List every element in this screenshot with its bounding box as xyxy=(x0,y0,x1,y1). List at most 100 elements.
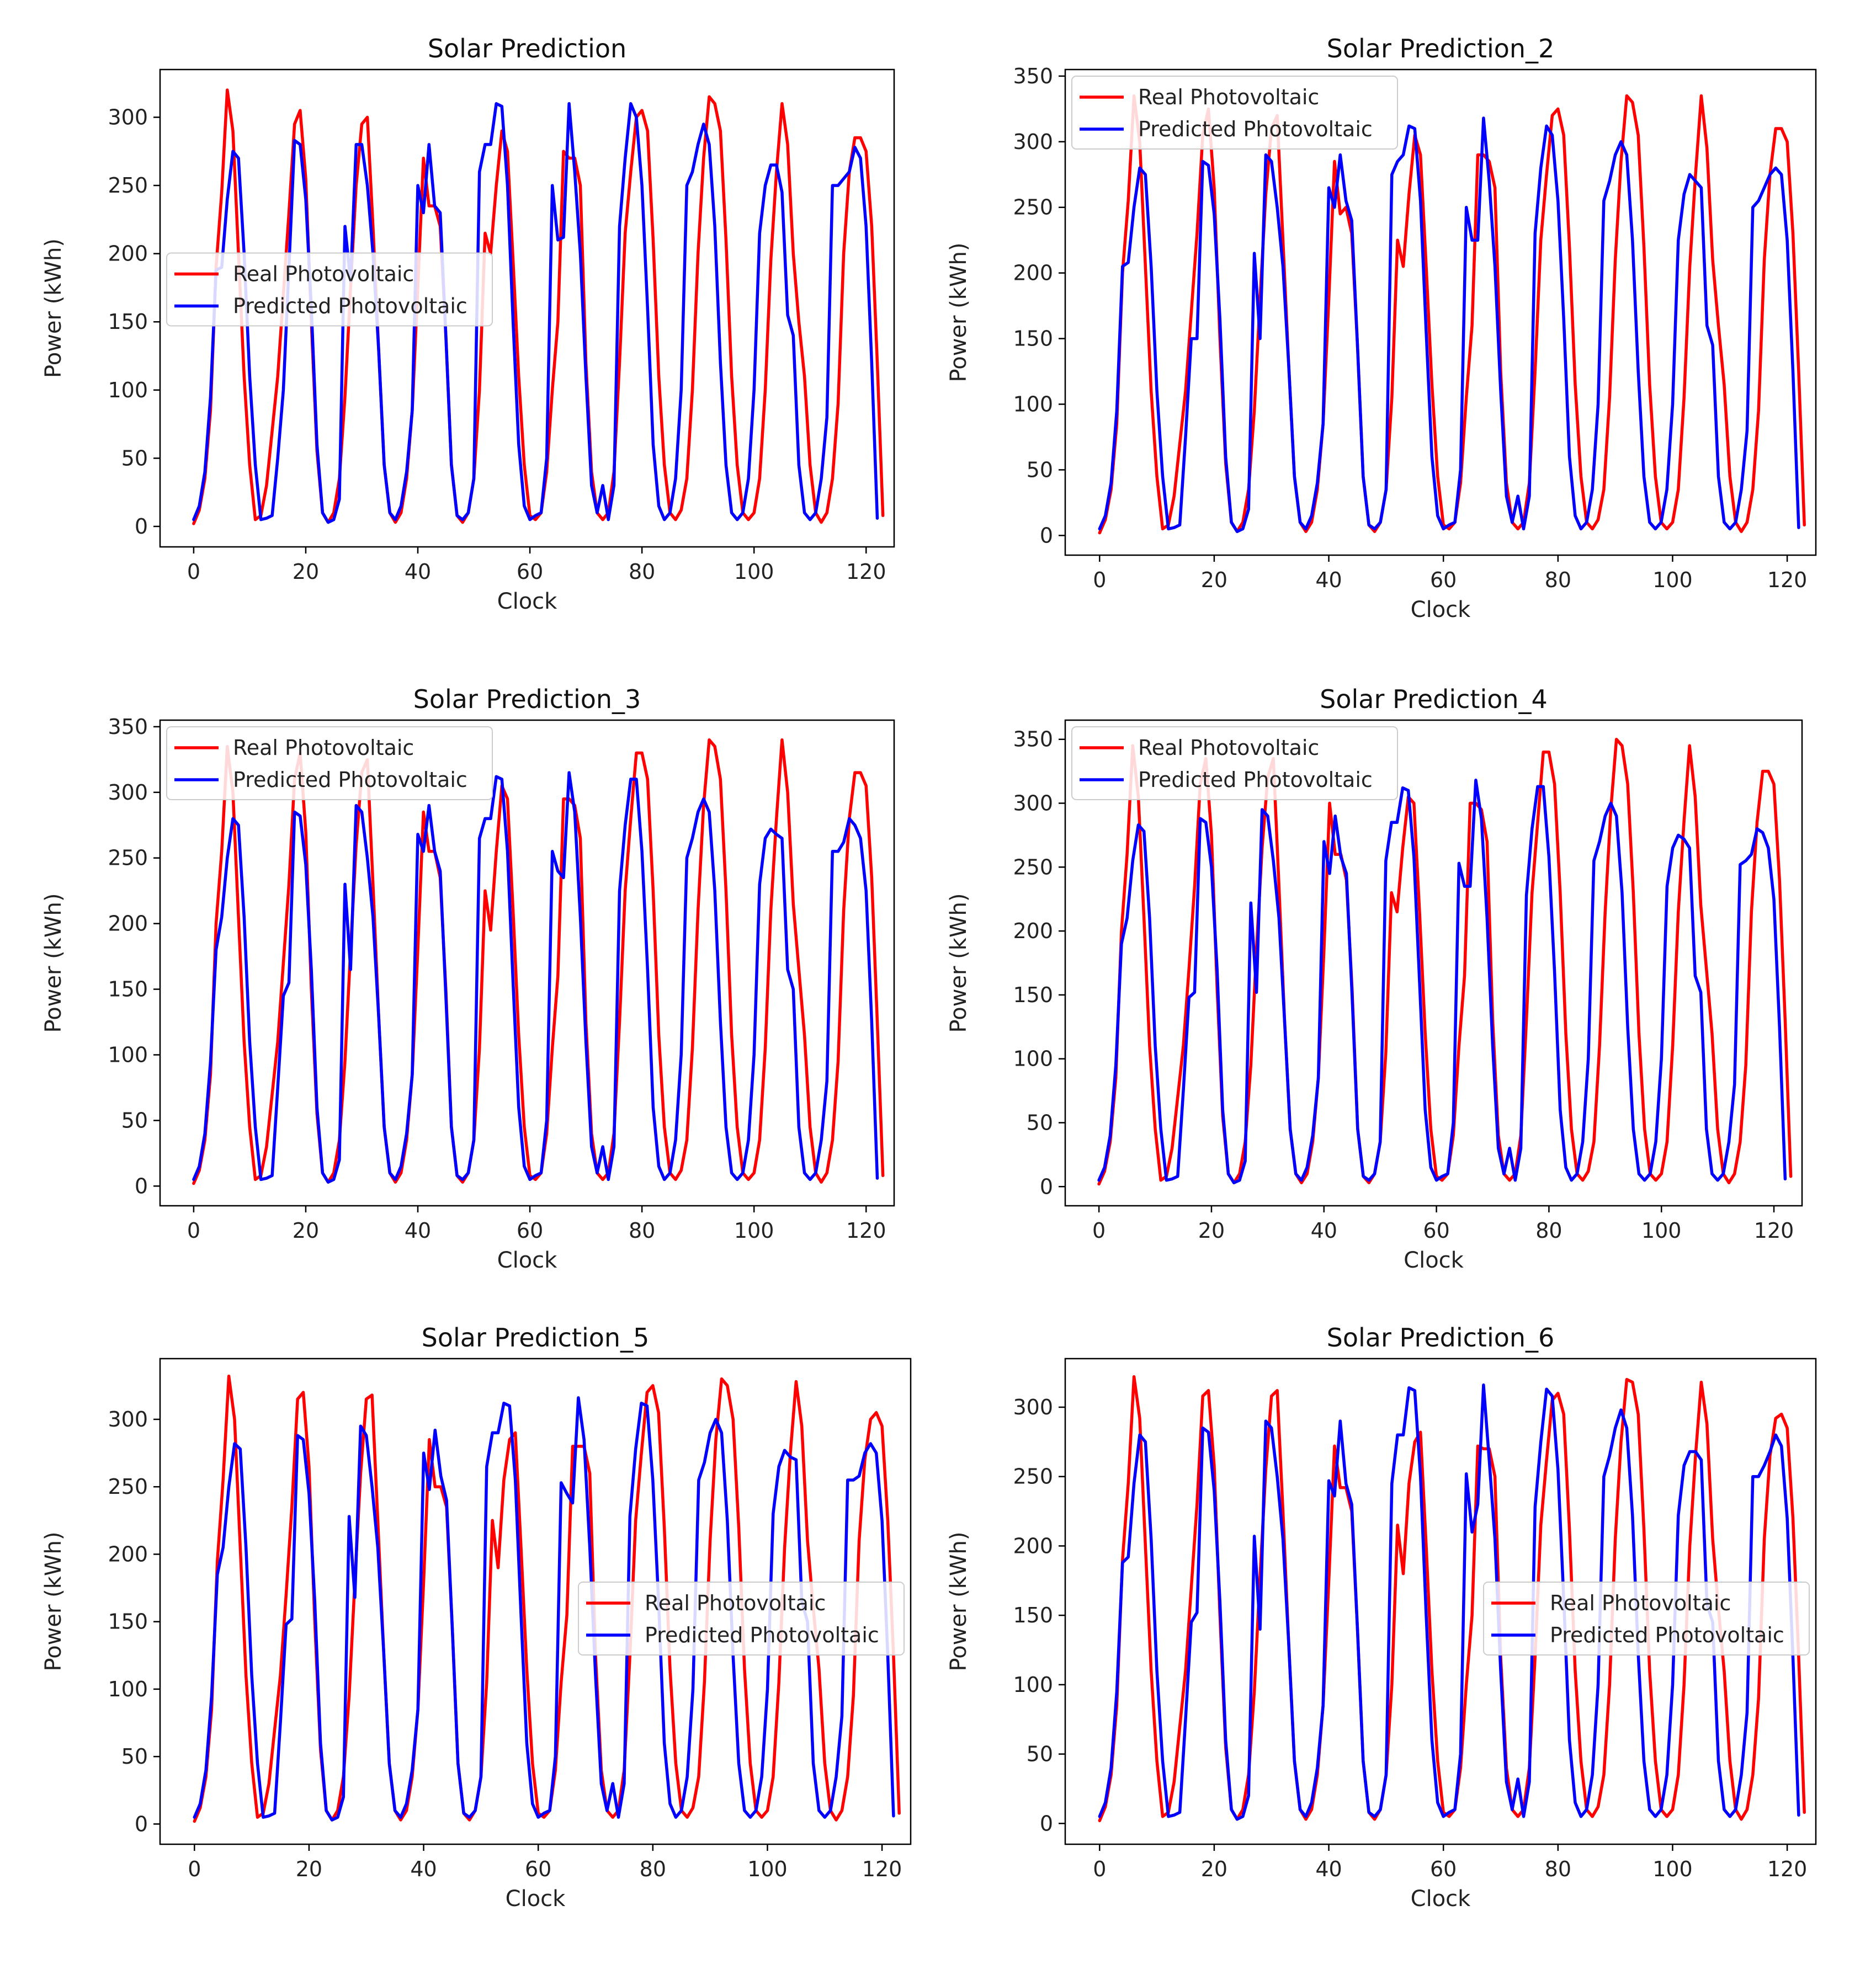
x-tick-label: 0 xyxy=(188,1857,201,1881)
y-tick-label: 350 xyxy=(1013,727,1053,752)
chart-title: Solar Prediction xyxy=(428,34,626,63)
x-tick-label: 80 xyxy=(1535,1218,1562,1243)
y-tick-label: 50 xyxy=(1027,1110,1053,1135)
chart-solar-prediction: Solar Prediction 0 20 40 60 80 100 120 0 50 100 150… xyxy=(41,34,895,614)
y-tick-label: 0 xyxy=(1040,1811,1053,1835)
x-tick-label: 0 xyxy=(187,560,200,584)
x-tick-label: 100 xyxy=(1652,1857,1693,1881)
x-tick-label: 20 xyxy=(1198,1218,1225,1243)
legend-label-real: Real Photovoltaic xyxy=(1138,85,1319,109)
y-axis-label: Power (kWh) xyxy=(41,1532,66,1672)
x-tick-label: 80 xyxy=(1545,1857,1571,1881)
x-tick-label: 60 xyxy=(517,1218,543,1243)
series-line-predicted xyxy=(193,1396,895,1822)
legend-label-real: Real Photovoltaic xyxy=(233,262,414,286)
legend-box xyxy=(166,726,493,800)
chart-solar-prediction-2: Solar Prediction_2 0 20 40 60 80 100 120 0 50 100 1… xyxy=(946,34,1817,622)
x-tick-label: 40 xyxy=(1311,1218,1337,1243)
y-tick-label: 0 xyxy=(1040,1174,1053,1199)
x-tick-label: 40 xyxy=(1315,568,1342,592)
y-tick-label: 200 xyxy=(108,912,148,936)
y-tick-label: 250 xyxy=(1013,1465,1053,1489)
x-tick-label: 60 xyxy=(1423,1218,1449,1243)
x-tick-label: 120 xyxy=(1767,568,1808,592)
x-tick-label: 40 xyxy=(1315,1857,1342,1881)
legend: Real Photovoltaic Predicted Photovoltaic xyxy=(1071,76,1398,150)
legend: Real Photovoltaic Predicted Photovoltaic xyxy=(166,252,493,327)
y-tick-label: 100 xyxy=(1013,392,1053,416)
chart-solar-prediction-3: Solar Prediction_3 0 20 40 60 80 100 120 0 50 100 1… xyxy=(41,684,895,1273)
y-tick-label: 350 xyxy=(108,715,148,739)
x-tick-label: 80 xyxy=(1545,568,1571,592)
chart-title: Solar Prediction_4 xyxy=(1320,684,1548,714)
x-tick-label: 60 xyxy=(525,1857,551,1881)
x-tick-label: 60 xyxy=(1430,1857,1457,1881)
series-line-predicted xyxy=(1098,116,1800,533)
legend: Real Photovoltaic Predicted Photovoltaic xyxy=(166,726,493,800)
x-axis-label: Clock xyxy=(497,589,558,614)
x-axis-label: Clock xyxy=(506,1886,566,1912)
x-axis-label: Clock xyxy=(1404,1248,1464,1273)
y-tick-label: 50 xyxy=(121,1744,148,1769)
y-tick-label: 250 xyxy=(108,173,148,198)
legend-box xyxy=(1483,1582,1810,1656)
legend-box xyxy=(1071,726,1398,800)
legend: Real Photovoltaic Predicted Photovoltaic xyxy=(1483,1582,1810,1656)
y-tick-label: 250 xyxy=(1013,195,1053,220)
x-tick-label: 100 xyxy=(747,1857,788,1881)
x-tick-label: 20 xyxy=(293,1218,319,1243)
y-tick-label: 100 xyxy=(108,1677,148,1701)
x-tick-label: 0 xyxy=(1092,1218,1106,1243)
y-tick-label: 300 xyxy=(1013,1395,1053,1419)
x-tick-label: 80 xyxy=(629,560,655,584)
x-axis-label: Clock xyxy=(1411,597,1471,622)
chart-solar-prediction-6: Solar Prediction_6 0 20 40 60 80 100 120 0 50 100 1… xyxy=(946,1323,1817,1912)
y-tick-label: 150 xyxy=(1013,983,1053,1007)
y-tick-label: 50 xyxy=(1027,457,1053,482)
y-tick-label: 50 xyxy=(1027,1742,1053,1766)
y-tick-label: 250 xyxy=(108,846,148,870)
x-tick-label: 0 xyxy=(1093,568,1106,592)
y-tick-label: 200 xyxy=(1013,919,1053,943)
y-tick-label: 150 xyxy=(108,310,148,334)
y-axis-label: Power (kWh) xyxy=(41,893,66,1033)
legend-label-predicted: Predicted Photovoltaic xyxy=(1138,768,1373,792)
x-tick-label: 40 xyxy=(405,1218,431,1243)
x-tick-label: 120 xyxy=(1754,1218,1794,1243)
y-tick-label: 200 xyxy=(1013,1534,1053,1558)
series-line-predicted xyxy=(1098,1383,1800,1821)
x-tick-label: 100 xyxy=(1652,568,1693,592)
y-tick-label: 100 xyxy=(1013,1673,1053,1697)
y-tick-label: 100 xyxy=(108,1042,148,1067)
legend-label-real: Real Photovoltaic xyxy=(645,1591,826,1615)
y-tick-label: 200 xyxy=(108,1542,148,1566)
x-tick-label: 120 xyxy=(1767,1857,1808,1881)
chart-title: Solar Prediction_6 xyxy=(1327,1323,1555,1353)
x-tick-label: 0 xyxy=(187,1218,200,1243)
legend-box xyxy=(578,1582,905,1656)
y-tick-label: 0 xyxy=(135,514,148,539)
y-tick-label: 50 xyxy=(121,446,148,470)
x-tick-label: 100 xyxy=(1641,1218,1682,1243)
chart-title: Solar Prediction_2 xyxy=(1327,34,1555,63)
y-tick-label: 100 xyxy=(108,378,148,402)
legend-label-predicted: Predicted Photovoltaic xyxy=(1550,1623,1784,1647)
x-tick-label: 60 xyxy=(1430,568,1457,592)
y-tick-label: 200 xyxy=(1013,261,1053,285)
y-tick-label: 0 xyxy=(135,1812,148,1836)
y-tick-label: 0 xyxy=(135,1174,148,1198)
legend-label-real: Real Photovoltaic xyxy=(1550,1591,1731,1615)
legend-label-predicted: Predicted Photovoltaic xyxy=(233,768,467,792)
x-tick-label: 80 xyxy=(640,1857,666,1881)
legend-label-predicted: Predicted Photovoltaic xyxy=(645,1623,879,1647)
y-tick-label: 150 xyxy=(1013,1603,1053,1627)
legend-box xyxy=(166,252,493,327)
legend: Real Photovoltaic Predicted Photovoltaic xyxy=(578,1582,905,1656)
y-tick-label: 250 xyxy=(1013,855,1053,879)
y-tick-label: 100 xyxy=(1013,1047,1053,1071)
x-tick-label: 40 xyxy=(410,1857,437,1881)
y-axis-label: Power (kWh) xyxy=(946,1532,971,1672)
y-tick-label: 50 xyxy=(121,1108,148,1132)
series-line-predicted xyxy=(192,771,879,1184)
x-tick-label: 60 xyxy=(517,560,543,584)
